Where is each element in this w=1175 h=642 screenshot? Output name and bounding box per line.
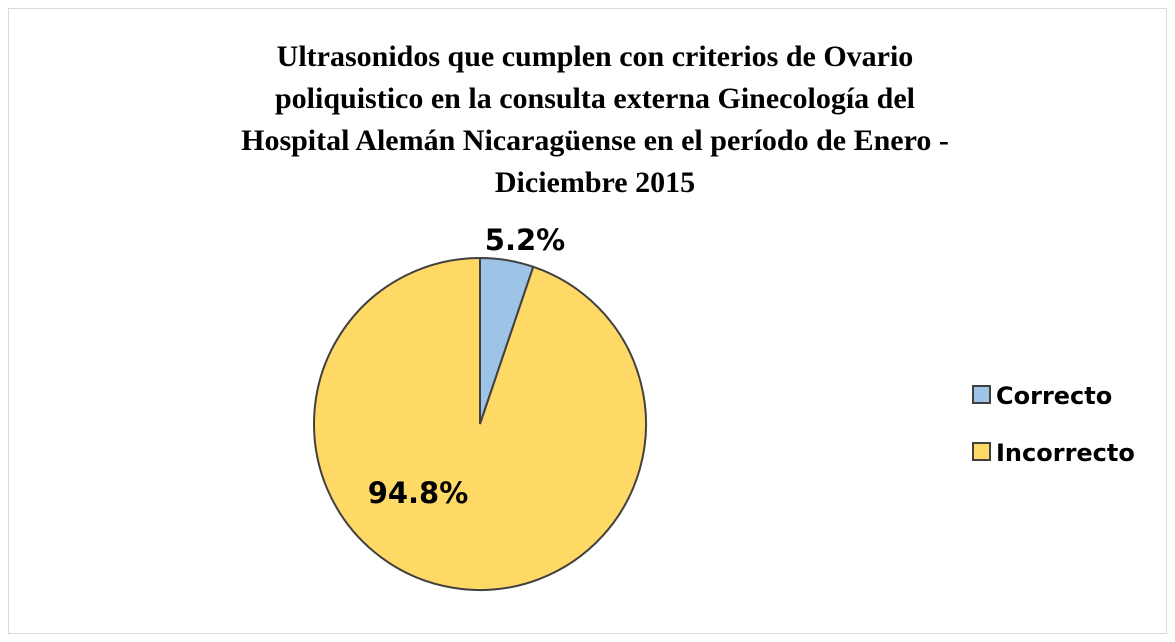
chart-title: Diciembre 2015 [495, 166, 695, 199]
legend-label: Correcto [996, 382, 1112, 410]
chart-title: Hospital Alemán Nicaragüense en el perío… [241, 124, 949, 157]
data-label: 5.2% [485, 223, 565, 257]
data-label: 94.8% [368, 476, 469, 510]
chart-title: Ultrasonidos que cumplen con criterios d… [277, 40, 914, 73]
chart-title: poliquistico en la consulta externa Gine… [275, 82, 915, 115]
pie-slice [313, 256, 647, 591]
legend-label: Incorrecto [996, 439, 1135, 467]
legend-swatch [972, 442, 991, 461]
legend-swatch [972, 385, 991, 404]
